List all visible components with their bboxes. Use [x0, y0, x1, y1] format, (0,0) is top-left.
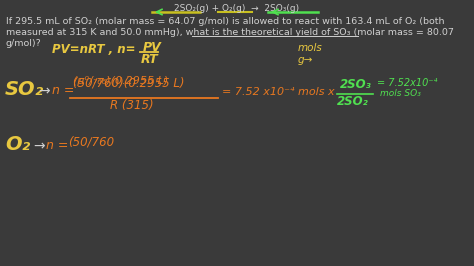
Text: PV=nRT , n=: PV=nRT , n= [52, 43, 136, 56]
Text: (µ⁰/₇₆₆)(0.2955 L): (µ⁰/₇₆₆)(0.2955 L) [73, 76, 168, 86]
Text: R (315): R (315) [110, 99, 154, 112]
Text: If 295.5 mL of SO₂ (molar mass = 64.07 g/mol) is allowed to react with 163.4 mL : If 295.5 mL of SO₂ (molar mass = 64.07 g… [6, 17, 445, 26]
Text: O₂: O₂ [5, 135, 30, 154]
Text: →: → [38, 84, 50, 98]
Text: (50/760)(0.2955 L): (50/760)(0.2955 L) [73, 77, 184, 90]
Text: g→: g→ [298, 55, 313, 65]
Text: RT: RT [141, 53, 159, 66]
Text: mols: mols [298, 43, 323, 53]
Text: (50/760: (50/760 [68, 135, 114, 148]
Text: measured at 315 K and 50.0 mmHg), what is the theoretical yield of SO₃ (molar ma: measured at 315 K and 50.0 mmHg), what i… [6, 28, 454, 37]
Text: = 7.52x10⁻⁴: = 7.52x10⁻⁴ [377, 78, 438, 88]
Text: mols SO₃: mols SO₃ [380, 89, 421, 98]
Text: 2SO₂(g) + O₂(g)  →  2SO₃(g): 2SO₂(g) + O₂(g) → 2SO₃(g) [174, 4, 300, 13]
Text: 2SO₃: 2SO₃ [340, 78, 372, 91]
Text: n =: n = [52, 84, 74, 97]
Text: n =: n = [46, 139, 68, 152]
Text: PV: PV [143, 41, 162, 54]
Text: g/mol)?: g/mol)? [6, 39, 42, 48]
Text: SO₂: SO₂ [5, 80, 44, 99]
Text: 2SO₂: 2SO₂ [337, 95, 369, 108]
Text: →: → [33, 139, 45, 153]
Text: = 7.52 x10⁻⁴ mols x: = 7.52 x10⁻⁴ mols x [222, 87, 335, 97]
